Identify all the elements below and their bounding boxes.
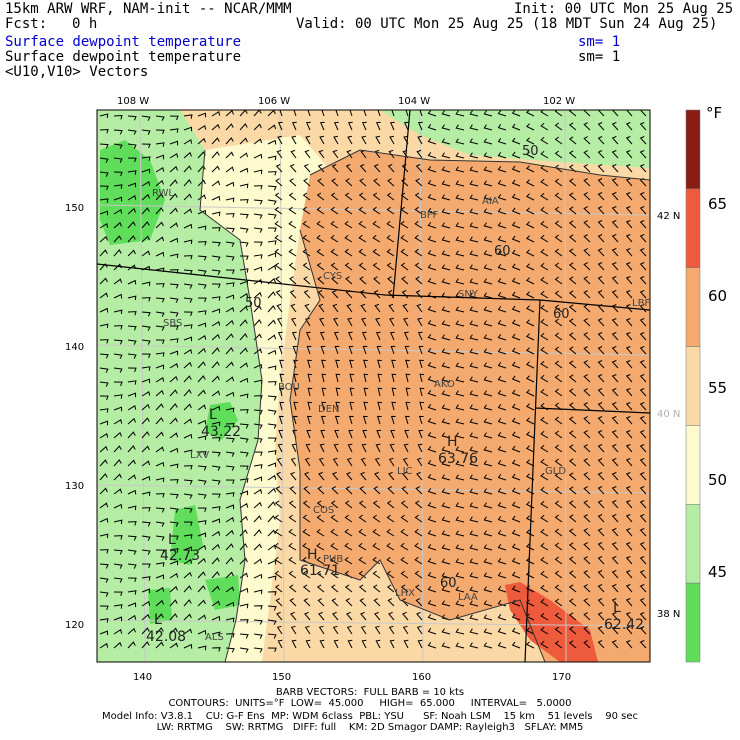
- station-label: CYS: [323, 271, 342, 282]
- contour-label: 60: [553, 307, 570, 322]
- fill-below-45-low1: [205, 402, 238, 440]
- station-label: LIC: [397, 466, 413, 477]
- grid-y-label: 140: [65, 342, 84, 353]
- lon-label: 108 W: [117, 96, 149, 107]
- barb-info: BARB VECTORS: FULL BARB = 10 kts: [275, 687, 465, 698]
- extremum-value: 42.08: [146, 629, 186, 645]
- legend-swatch: [685, 346, 701, 426]
- grid-y-label: 150: [65, 203, 84, 214]
- extremum-type: L: [154, 612, 162, 628]
- legend-label: 50: [708, 471, 727, 489]
- legend-label: 45: [708, 563, 727, 581]
- legend-swatch: [685, 109, 701, 190]
- fill-above-65: [505, 582, 598, 662]
- grid-x-label: 160: [412, 672, 431, 683]
- lon-label: 102 W: [543, 96, 575, 107]
- station-label: BOU: [278, 382, 300, 393]
- extremum-type: L: [613, 600, 621, 616]
- extremum-type: L: [209, 407, 217, 423]
- legend-unit: °F: [706, 104, 722, 122]
- extremum-type: H: [447, 434, 458, 450]
- station-label: AKO: [434, 379, 455, 390]
- extremum-value: 61.71: [300, 563, 340, 579]
- contour-label: 60: [494, 244, 511, 259]
- legend-swatch: [685, 582, 701, 663]
- field-title-vectors: <U10,V10> Vectors: [5, 64, 149, 80]
- field-smoothing-contour: sm= 1: [578, 49, 621, 65]
- station-label: LAA: [458, 592, 478, 603]
- field-title-filled: Surface dewpoint temperature: [5, 34, 242, 50]
- lon-label: 104 W: [398, 96, 430, 107]
- station-label: SBS: [163, 318, 182, 329]
- contour-label: 60: [440, 576, 457, 591]
- color-legend: °F 65 60 55 50 45: [685, 104, 727, 663]
- model-info-line1: Model Info: V3.8.1 CU: G-F Ens MP: WDM 6…: [102, 711, 638, 722]
- grid-x-label: 170: [552, 672, 571, 683]
- extremum-value: 42.73: [160, 548, 200, 564]
- wind-barb-field: [99, 110, 647, 653]
- forecast-label: Fcst:: [5, 16, 48, 32]
- legend-label: 65: [708, 195, 727, 213]
- forecast-hour: 0 h: [72, 16, 98, 32]
- legend-label: 60: [708, 287, 727, 305]
- station-label: DEN: [318, 404, 340, 415]
- contour-info: CONTOURS: UNITS=°F LOW= 45.000 HIGH= 65.…: [168, 698, 572, 709]
- station-label: LHX: [395, 588, 415, 599]
- fill-below-45-rwl: [100, 140, 165, 245]
- station-label: SNY: [458, 289, 479, 300]
- contour-lines: [199, 149, 650, 662]
- fill-below-45-low4: [205, 575, 240, 610]
- map-frame: [96, 109, 651, 663]
- extremum-value: 62.42: [604, 617, 644, 633]
- extremum-type: L: [168, 532, 176, 548]
- grid-x-label: 150: [272, 672, 291, 683]
- station-label: PUB: [323, 554, 343, 565]
- station-label: LXV: [190, 450, 209, 461]
- station-label: LBF: [632, 298, 650, 309]
- station-label: RWL: [152, 188, 174, 199]
- station-label: ALS: [205, 632, 224, 643]
- legend-swatch: [685, 267, 701, 347]
- contour-label: 50: [245, 296, 262, 311]
- fill-45-50-west: [97, 110, 262, 662]
- wind-barbs: [99, 110, 647, 653]
- filled-contours: [97, 110, 650, 662]
- model-info-line2: LW: RRTMG SW: RRTMG DIFF: full KM: 2D Sm…: [156, 722, 584, 733]
- grid-y-label: 130: [65, 481, 84, 492]
- legend-label: 55: [708, 379, 727, 397]
- legend-swatch: [685, 188, 701, 268]
- station-label: COS: [313, 505, 334, 516]
- legend-swatch: [685, 425, 701, 505]
- extremum-value: 63.76: [438, 451, 478, 467]
- extremum-type: H: [307, 547, 318, 563]
- fill-50-55: [200, 135, 330, 662]
- legend-swatch: [685, 504, 701, 584]
- model-title: 15km ARW WRF, NAM-init -- NCAR/MMM: [5, 1, 292, 17]
- lat-label: 38 N: [657, 609, 680, 620]
- grid-x-label: 140: [133, 672, 152, 683]
- lat-label: 42 N: [657, 211, 680, 222]
- fill-below-45-low3: [148, 588, 172, 624]
- station-label: BFF: [420, 210, 439, 221]
- station-label: GLD: [545, 466, 566, 477]
- grid-lines: [97, 110, 650, 662]
- contour-label: 50: [522, 144, 539, 159]
- field-smoothing-filled: sm= 1: [578, 34, 621, 50]
- valid-time: Valid: 00 UTC Mon 25 Aug 25 (18 MDT Sun …: [296, 16, 718, 32]
- fill-45-50-north: [380, 110, 650, 168]
- station-label: AIA: [482, 196, 499, 207]
- lat-label: 40 N: [657, 409, 680, 420]
- fill-below-45-low2: [170, 505, 203, 565]
- extremum-value: 43.22: [201, 424, 241, 440]
- grid-y-label: 120: [65, 620, 84, 631]
- init-time: Init: 00 UTC Mon 25 Aug 25: [514, 1, 734, 17]
- lon-label: 106 W: [258, 96, 290, 107]
- field-title-contour: Surface dewpoint temperature: [5, 49, 242, 65]
